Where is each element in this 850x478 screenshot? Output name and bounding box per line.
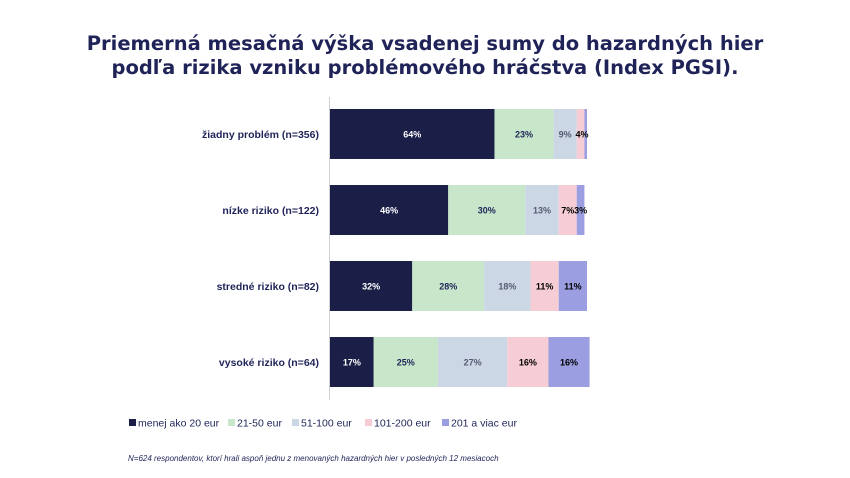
bar-segment	[437, 337, 508, 387]
bar-segment	[576, 185, 585, 235]
bar-segment	[330, 185, 449, 235]
bar-segment	[530, 261, 559, 311]
bar-segment	[330, 261, 413, 311]
data-label: 16%	[560, 358, 578, 368]
bar-segment	[525, 185, 559, 235]
data-label: 9%	[559, 130, 572, 140]
category-label: vysoké riziko (n=64)	[219, 357, 319, 369]
data-label: 17%	[343, 358, 361, 368]
legend-swatch	[129, 419, 136, 426]
data-label: 32%	[362, 282, 380, 292]
legend-label: menej ako 20 eur	[138, 418, 220, 430]
data-label: 11%	[536, 282, 554, 292]
data-label: 16%	[519, 358, 537, 368]
bar-segment	[558, 261, 587, 311]
data-label: 11%	[564, 282, 582, 292]
bar-segment	[584, 109, 587, 159]
data-label: 13%	[533, 206, 551, 216]
bar-segment	[553, 109, 577, 159]
legend-swatch	[442, 419, 449, 426]
data-label: 64%	[403, 130, 421, 140]
bar-segment	[494, 109, 554, 159]
legend-label: 101-200 eur	[374, 418, 431, 430]
data-label: 27%	[464, 358, 482, 368]
legend-label: 201 a viac eur	[451, 418, 517, 430]
legend-swatch	[292, 419, 299, 426]
bar-segment	[412, 261, 485, 311]
legend-label: 51-100 eur	[301, 418, 352, 430]
bar-segment	[558, 185, 577, 235]
bar-segment	[330, 337, 374, 387]
bar-segment	[373, 337, 438, 387]
category-label: nízke riziko (n=122)	[222, 205, 319, 217]
bar-segment	[484, 261, 531, 311]
category-label: stredné riziko (n=82)	[217, 281, 319, 293]
data-label: 23%	[515, 130, 533, 140]
data-label: 18%	[498, 282, 516, 292]
legend-swatch	[228, 419, 235, 426]
bar-segment	[330, 109, 495, 159]
bar-segment	[576, 109, 585, 159]
data-label: 30%	[478, 206, 496, 216]
legend-swatch	[365, 419, 372, 426]
data-label: 28%	[439, 282, 457, 292]
bar-segment	[548, 337, 590, 387]
legend-label: 21-50 eur	[237, 418, 282, 430]
data-label: 46%	[380, 206, 398, 216]
chart-title-line-2: podľa rizika vzniku problémového hráčstv…	[111, 56, 739, 79]
data-label: 4%	[575, 130, 588, 140]
category-label: žiadny problém (n=356)	[202, 129, 319, 141]
bar-segment	[507, 337, 549, 387]
data-label: 7%	[561, 206, 574, 216]
chart-title-line-1: Priemerná mesačná výška vsadenej sumy do…	[86, 32, 764, 55]
data-label: 25%	[397, 358, 415, 368]
footnote: N=624 respondentov, ktorí hrali aspoň je…	[128, 454, 499, 463]
bar-segment	[448, 185, 526, 235]
chart-title: Priemerná mesačná výška vsadenej sumy do…	[0, 32, 850, 80]
data-label: 3%	[574, 206, 587, 216]
